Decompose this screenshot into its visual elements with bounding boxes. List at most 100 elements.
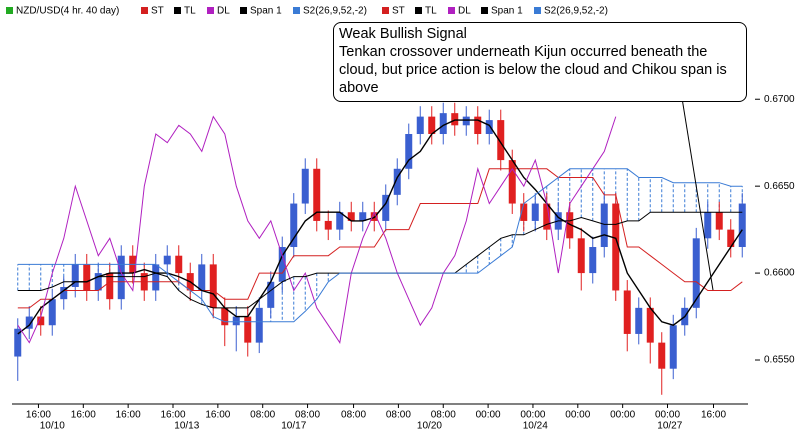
candle-body	[600, 203, 608, 248]
x-tick-label: 16:00	[701, 410, 726, 421]
candle-body	[393, 168, 401, 195]
candle-body	[658, 342, 666, 369]
legend-label: Span 1	[250, 6, 282, 17]
x-tick-label: 08:00	[295, 410, 320, 421]
legend-label: DL	[217, 6, 230, 17]
annotation-box: Weak Bullish Signal Tenkan crossover und…	[333, 22, 747, 102]
candle-body	[60, 286, 68, 300]
legend-swatch	[415, 7, 422, 14]
legend-swatch	[293, 7, 300, 14]
legend-label: TL	[184, 6, 196, 17]
y-tick-label: 0.6600	[764, 268, 795, 279]
candle-body	[485, 120, 493, 135]
legend-swatch	[141, 7, 148, 14]
candle-body	[117, 255, 125, 300]
legend-label: Span 1	[491, 6, 523, 17]
candle-body	[106, 273, 114, 300]
candle-body	[382, 194, 390, 221]
candle-body	[347, 212, 355, 221]
candle-body	[738, 203, 746, 248]
candle-body	[589, 247, 597, 274]
x-tick-label: 00:00	[476, 410, 501, 421]
legend-label: ST	[151, 6, 164, 17]
candle-body	[497, 120, 505, 161]
candle-body	[313, 168, 321, 221]
candle-body	[474, 116, 482, 135]
legend-label: ST	[392, 6, 405, 17]
candle-body	[94, 273, 102, 291]
candle-body	[543, 203, 551, 230]
legend-swatch	[481, 7, 488, 14]
x-tick-label: 08:00	[431, 410, 456, 421]
candle-body	[692, 238, 700, 308]
candle-body	[301, 168, 309, 204]
x-tick-label: 00:00	[655, 410, 680, 421]
x-tick-label: 16:00	[160, 410, 185, 421]
candle-body	[336, 212, 344, 230]
legend-label: S2(26,9,52,-2)	[544, 6, 608, 17]
candle-body	[359, 212, 367, 221]
date-label: 10/13	[174, 421, 199, 432]
date-label: 10/17	[281, 421, 306, 432]
line-1	[17, 119, 743, 335]
annotation-text: Tenkan crossover underneath Kijun occurr…	[339, 44, 727, 96]
line-3	[17, 211, 743, 309]
candle-body	[209, 264, 217, 308]
legend-swatch	[6, 7, 13, 14]
x-tick-label: 08:00	[250, 410, 275, 421]
candle-body	[278, 247, 286, 282]
candle-body	[405, 134, 413, 169]
candle-body	[244, 316, 252, 343]
candle-body	[198, 264, 206, 291]
y-tick-label: 0.6650	[764, 181, 795, 192]
x-tick-label: 00:00	[520, 410, 545, 421]
x-tick-label: 16:00	[71, 410, 96, 421]
candle-body	[152, 264, 160, 291]
candle-body	[531, 203, 539, 221]
legend-swatch	[207, 7, 214, 14]
candle-body	[428, 116, 436, 135]
candle-body	[71, 264, 79, 287]
candle-body	[439, 113, 447, 135]
candle-body	[577, 238, 585, 274]
legend-swatch	[382, 7, 389, 14]
date-label: 10/10	[40, 421, 65, 432]
candle-body	[451, 113, 459, 126]
candle-body	[416, 116, 424, 135]
candle-body	[669, 325, 677, 369]
line-2	[17, 115, 617, 344]
x-tick-label: 08:00	[341, 410, 366, 421]
x-tick-label: 16:00	[205, 410, 230, 421]
candle-body	[704, 212, 712, 239]
x-tick-label: 16:00	[26, 410, 51, 421]
line-4	[17, 168, 743, 323]
x-tick-label: 08:00	[386, 410, 411, 421]
candle-body	[267, 281, 275, 308]
legend-swatch	[174, 7, 181, 14]
date-label: 10/24	[523, 421, 548, 432]
candle-body	[715, 212, 723, 230]
candle-body	[14, 328, 22, 357]
candle-body	[25, 316, 33, 329]
candle-body	[520, 203, 528, 221]
candle-body	[612, 203, 620, 291]
candle-body	[255, 307, 263, 343]
legend-swatch	[240, 7, 247, 14]
candle-body	[175, 255, 183, 274]
legend-swatch	[534, 7, 541, 14]
legend-swatch	[448, 7, 455, 14]
annotation-title: Weak Bullish Signal	[339, 26, 467, 42]
candle-body	[566, 212, 574, 239]
legend-label: NZD/USD(4 hr. 40 day)	[16, 6, 119, 17]
date-label: 10/27	[657, 421, 682, 432]
candle-body	[290, 203, 298, 248]
candle-body	[324, 220, 332, 230]
x-tick-label: 00:00	[565, 410, 590, 421]
candle-body	[163, 255, 171, 265]
annotation-pointer	[681, 97, 714, 291]
candle-body	[623, 290, 631, 334]
candle-body	[508, 160, 516, 204]
candle-body	[232, 316, 240, 326]
